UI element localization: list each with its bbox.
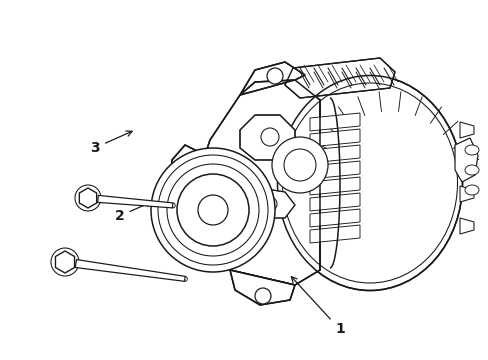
Ellipse shape: [464, 165, 478, 175]
Text: 2: 2: [115, 202, 151, 223]
Circle shape: [170, 203, 175, 208]
Polygon shape: [309, 161, 359, 179]
Polygon shape: [459, 186, 473, 202]
Polygon shape: [240, 62, 305, 95]
Polygon shape: [309, 209, 359, 227]
Circle shape: [175, 174, 193, 192]
Ellipse shape: [464, 145, 478, 155]
Circle shape: [271, 137, 327, 193]
Circle shape: [261, 128, 279, 146]
Circle shape: [284, 149, 315, 181]
Polygon shape: [285, 58, 394, 98]
Polygon shape: [459, 218, 473, 234]
Polygon shape: [309, 113, 359, 131]
Polygon shape: [75, 260, 185, 281]
Circle shape: [182, 276, 187, 281]
Polygon shape: [247, 188, 294, 218]
Circle shape: [198, 195, 227, 225]
Polygon shape: [55, 251, 74, 273]
Circle shape: [177, 174, 248, 246]
Ellipse shape: [464, 185, 478, 195]
Polygon shape: [229, 270, 294, 305]
Circle shape: [254, 288, 270, 304]
Text: 1: 1: [291, 277, 344, 336]
Polygon shape: [309, 177, 359, 195]
Polygon shape: [309, 129, 359, 147]
Circle shape: [263, 197, 276, 211]
Text: 3: 3: [90, 131, 132, 154]
Polygon shape: [195, 80, 319, 285]
Polygon shape: [309, 193, 359, 211]
Circle shape: [151, 148, 274, 272]
Polygon shape: [98, 195, 173, 208]
Polygon shape: [170, 145, 204, 220]
Polygon shape: [240, 115, 294, 160]
Polygon shape: [459, 154, 473, 170]
Polygon shape: [454, 138, 477, 182]
Circle shape: [266, 68, 283, 84]
Polygon shape: [459, 122, 473, 138]
Polygon shape: [79, 188, 97, 208]
Ellipse shape: [277, 76, 462, 291]
Polygon shape: [309, 225, 359, 243]
Polygon shape: [309, 145, 359, 163]
